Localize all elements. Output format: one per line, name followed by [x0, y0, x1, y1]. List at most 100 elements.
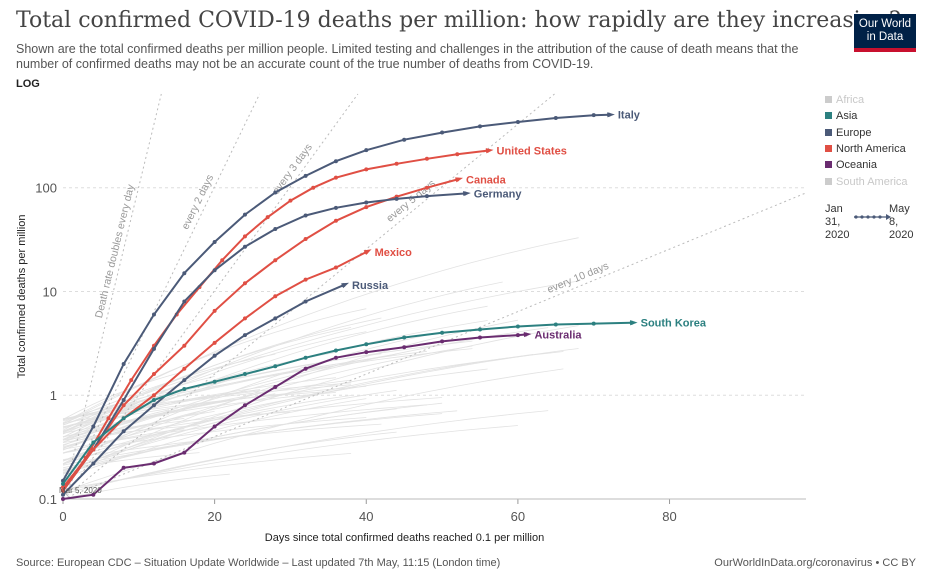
background-country-line [62, 379, 352, 441]
series-point [402, 345, 407, 350]
series-line-south-korea [62, 321, 632, 485]
series-point [333, 159, 338, 164]
series-point [477, 327, 482, 332]
background-country-line [62, 327, 352, 431]
series-line-united-states [62, 149, 488, 492]
legend-item-europe[interactable]: Europe [825, 127, 871, 139]
series-point [121, 416, 126, 421]
series-point [61, 492, 65, 497]
series-point [91, 492, 96, 497]
log-scale-toggle[interactable]: LOG [16, 78, 40, 90]
background-country-line [62, 398, 246, 440]
series-label-united-states: United States [497, 146, 567, 158]
series-point [212, 340, 217, 345]
reference-line-label: every 3 days [270, 142, 315, 197]
series-point [212, 424, 217, 429]
series-arrow [341, 282, 350, 289]
owid-logo[interactable]: Our World in Data [854, 14, 916, 52]
date-end-line2: 8, [889, 216, 899, 228]
x-axis-title: Days since total confirmed deaths reache… [265, 532, 544, 544]
series-point [61, 481, 65, 486]
legend-label: Europe [836, 126, 872, 139]
date-range[interactable]: Jan 31, 2020 May 8, 2020 [825, 203, 920, 243]
legend-item-asia[interactable]: Asia [825, 110, 857, 122]
reference-line-label: Death rate doubles every day [93, 183, 137, 320]
legend-label: Oceania [836, 159, 877, 172]
legend-item-north-america[interactable]: North America [825, 143, 906, 155]
background-country-line [62, 417, 185, 446]
series-point [242, 244, 247, 249]
background-country-line [62, 423, 382, 460]
series-point [91, 447, 96, 452]
series-label-italy: Italy [618, 110, 641, 122]
series-point [364, 205, 369, 210]
background-country-line [62, 331, 367, 438]
series-point [265, 215, 270, 220]
series-point [242, 403, 247, 408]
series-point [151, 397, 156, 402]
y-tick-label: 10 [43, 284, 57, 299]
series-point [440, 339, 445, 344]
source-link[interactable]: OurWorldInData.org/coronavirus • CC BY [714, 557, 916, 569]
background-country-line [62, 391, 321, 424]
reference-line [62, 93, 359, 500]
series-point [242, 281, 247, 286]
logo-line-2: in Data [866, 31, 904, 43]
series-point [333, 265, 338, 270]
logo-line-1: Our World [858, 18, 912, 30]
background-country-line [62, 389, 397, 471]
series-line-canada [62, 178, 458, 488]
background-country-line [62, 353, 397, 451]
source-note: Source: European CDC – Situation Update … [16, 557, 501, 569]
series-point [121, 362, 126, 366]
background-country-line [62, 425, 200, 441]
series-point [91, 424, 96, 429]
background-country-line [62, 319, 518, 475]
series-point [333, 348, 338, 353]
series-line-australia [62, 333, 526, 500]
series-point [151, 393, 156, 398]
series-point [121, 397, 126, 402]
series-arrow [607, 112, 615, 118]
date-end-line3: 2020 [889, 229, 914, 241]
series-point [364, 200, 369, 205]
series-point [273, 227, 278, 231]
series-point [303, 173, 308, 178]
background-country-line [62, 409, 276, 477]
background-country-line [62, 473, 230, 500]
series-point [591, 321, 596, 326]
legend-swatch [825, 112, 832, 120]
background-country-line [62, 327, 549, 449]
background-country-line [62, 425, 518, 492]
series-point [61, 488, 65, 493]
series-point [106, 416, 111, 421]
background-country-line [62, 348, 473, 421]
series-point [182, 450, 187, 455]
chart-subtitle: Shown are the total confirmed deaths per… [16, 42, 799, 71]
start-date-annotation: Mar 5, 2020 [59, 486, 102, 495]
legend-item-africa[interactable]: Africa [825, 94, 864, 106]
legend-item-oceania[interactable]: Oceania [825, 159, 877, 171]
series-point [424, 156, 429, 161]
x-tick-label: 0 [59, 509, 66, 524]
series-point [364, 350, 369, 355]
series-point [182, 299, 187, 304]
series-point [182, 271, 187, 276]
legend-item-south-america[interactable]: South America [825, 176, 908, 188]
series-point [212, 353, 217, 358]
series-point [477, 124, 482, 129]
series-label-south-korea: South Korea [641, 318, 707, 330]
legend-label: North America [836, 142, 906, 155]
background-country-line [62, 408, 397, 474]
series-point [333, 175, 338, 180]
series-label-russia: Russia [352, 280, 389, 292]
series-point [151, 403, 156, 408]
series-point [182, 386, 187, 391]
background-country-line [62, 354, 534, 465]
y-tick-label: 1 [50, 388, 57, 403]
series-point [303, 277, 308, 282]
date-range-slider[interactable] [852, 212, 891, 220]
series-line-russia [62, 284, 344, 496]
series-point [129, 378, 134, 383]
series-point [394, 196, 399, 201]
